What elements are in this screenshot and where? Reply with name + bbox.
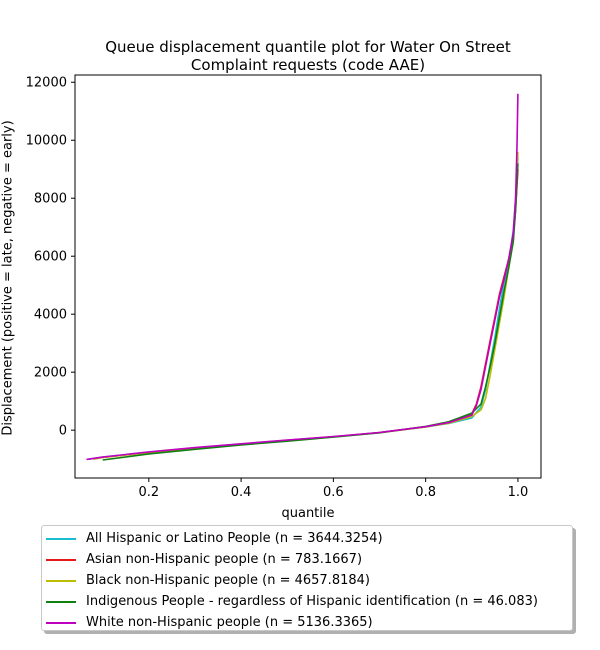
- series-line-2: [93, 151, 519, 460]
- x-tick-label-1: 0.4: [231, 485, 252, 500]
- legend-label-4: White non-Hispanic people (n = 5136.3365…: [86, 615, 373, 630]
- legend: All Hispanic or Latino People (n = 3644.…: [41, 525, 573, 631]
- series-line-1: [93, 169, 519, 460]
- legend-item-4: White non-Hispanic people (n = 5136.3365…: [46, 612, 572, 633]
- legend-swatch-4: [46, 621, 76, 624]
- legend-swatch-1: [46, 558, 76, 561]
- x-tick-label-3: 0.8: [415, 485, 436, 500]
- series-line-4: [86, 93, 519, 461]
- legend-item-2: Black non-Hispanic people (n = 4657.8184…: [46, 570, 572, 591]
- legend-label-1: Asian non-Hispanic people (n = 783.1667): [86, 552, 363, 567]
- legend-item-0: All Hispanic or Latino People (n = 3644.…: [46, 528, 572, 549]
- legend-label-3: Indigenous People - regardless of Hispan…: [86, 594, 538, 609]
- series-line-0: [88, 157, 519, 460]
- x-tick-label-0: 0.2: [138, 485, 159, 500]
- y-tick-label-1: 2000: [34, 366, 67, 381]
- plot-frame: [74, 74, 542, 479]
- legend-swatch-2: [46, 579, 76, 582]
- legend-item-1: Asian non-Hispanic people (n = 783.1667): [46, 549, 572, 570]
- chart-title-line2: Complaint requests (code AAE): [190, 56, 426, 74]
- legend-label-0: All Hispanic or Latino People (n = 3644.…: [86, 531, 383, 546]
- x-axis-label: quantile: [281, 506, 335, 521]
- y-tick-label-4: 8000: [34, 192, 67, 207]
- y-tick-label-5: 10000: [26, 134, 67, 149]
- legend-swatch-0: [46, 537, 76, 540]
- y-tick-label-3: 6000: [34, 250, 67, 265]
- legend-item-3: Indigenous People - regardless of Hispan…: [46, 591, 572, 612]
- y-tick-label-2: 4000: [34, 308, 67, 323]
- x-tick-label-4: 1.0: [508, 485, 529, 500]
- y-axis-label: Displacement (positive = late, negative …: [0, 120, 16, 436]
- legend-label-2: Black non-Hispanic people (n = 4657.8184…: [86, 573, 370, 588]
- x-tick-label-2: 0.6: [323, 485, 344, 500]
- y-tick-label-6: 12000: [26, 76, 67, 91]
- legend-swatch-3: [46, 600, 76, 603]
- chart-title-line1: Queue displacement quantile plot for Wat…: [105, 38, 511, 56]
- y-tick-label-0: 0: [59, 424, 67, 439]
- series-line-3: [102, 163, 519, 461]
